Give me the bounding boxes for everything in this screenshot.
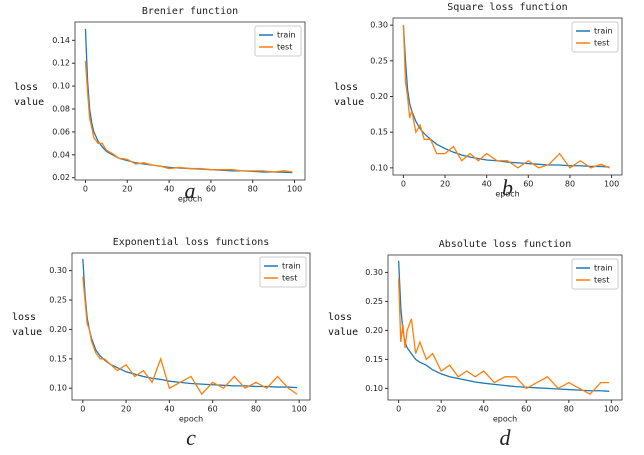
y-tick-label: 0.02 bbox=[52, 173, 70, 182]
y-tick-label: 0.30 bbox=[49, 266, 67, 275]
legend-label: train bbox=[277, 31, 296, 40]
y-axis-label: loss value bbox=[334, 82, 365, 108]
y-tick-label: 0.15 bbox=[370, 128, 388, 137]
x-axis-label: epoch bbox=[493, 415, 517, 424]
axes-frame bbox=[392, 17, 623, 176]
caption: c bbox=[186, 425, 196, 450]
x-tick-label: 60 bbox=[208, 405, 218, 414]
x-axis-label: epoch bbox=[179, 415, 203, 424]
series-line bbox=[84, 60, 293, 173]
y-tick-label: 0.25 bbox=[370, 56, 388, 65]
series-line bbox=[397, 278, 610, 396]
y-tick-label: 0.12 bbox=[52, 59, 70, 68]
series-line bbox=[82, 276, 298, 396]
x-tick-label: 100 bbox=[292, 405, 307, 414]
x-tick-label: 0 bbox=[396, 405, 401, 414]
series-line bbox=[82, 258, 298, 389]
chart-title: Absolute loss function bbox=[439, 239, 571, 250]
y-tick-label: 0.10 bbox=[365, 384, 383, 393]
axes-frame bbox=[74, 21, 306, 181]
x-tick-label: 100 bbox=[287, 185, 302, 194]
y-tick-label: 0.10 bbox=[49, 384, 67, 393]
x-tick-label: 40 bbox=[479, 405, 489, 414]
caption: b bbox=[502, 175, 513, 200]
caption: a bbox=[185, 178, 196, 203]
y-axis-label: loss value bbox=[328, 312, 359, 338]
x-tick-label: 100 bbox=[604, 180, 619, 189]
axes-frame bbox=[387, 254, 623, 401]
x-tick-label: 40 bbox=[482, 180, 492, 189]
x-tick-label: 20 bbox=[440, 180, 450, 189]
x-tick-label: 20 bbox=[121, 405, 131, 414]
y-tick-label: 0.20 bbox=[365, 326, 383, 335]
y-tick-label: 0.20 bbox=[370, 92, 388, 101]
y-tick-label: 0.30 bbox=[365, 268, 383, 277]
y-tick-label: 0.15 bbox=[49, 354, 67, 363]
legend-label: test bbox=[594, 276, 609, 285]
x-tick-label: 80 bbox=[565, 180, 575, 189]
x-axis-label: epoch bbox=[495, 190, 519, 199]
x-tick-label: 100 bbox=[604, 405, 619, 414]
legend-label: train bbox=[594, 27, 613, 36]
y-tick-label: 0.14 bbox=[52, 36, 70, 45]
x-tick-label: 80 bbox=[248, 185, 258, 194]
chart-title: Square loss function bbox=[447, 2, 567, 13]
x-tick-label: 40 bbox=[164, 185, 174, 194]
x-tick-label: 60 bbox=[523, 180, 533, 189]
legend-label: train bbox=[282, 262, 301, 271]
y-tick-label: 0.06 bbox=[52, 127, 70, 136]
y-tick-label: 0.25 bbox=[49, 296, 67, 305]
series-line bbox=[397, 260, 610, 392]
y-tick-label: 0.30 bbox=[370, 21, 388, 30]
legend-label: test bbox=[594, 39, 609, 48]
legend-box bbox=[571, 21, 619, 53]
x-tick-label: 60 bbox=[206, 185, 216, 194]
y-tick-label: 0.15 bbox=[365, 355, 383, 364]
x-tick-label: 20 bbox=[122, 185, 132, 194]
y-axis-label: loss value bbox=[12, 312, 43, 338]
legend-label: train bbox=[594, 264, 613, 273]
x-axis-label: epoch bbox=[178, 195, 202, 204]
series-line bbox=[402, 25, 610, 169]
y-tick-label: 0.10 bbox=[370, 163, 388, 172]
legend-label: test bbox=[277, 43, 292, 52]
y-tick-label: 0.04 bbox=[52, 150, 70, 159]
x-tick-label: 0 bbox=[401, 180, 406, 189]
x-tick-label: 20 bbox=[436, 405, 446, 414]
legend-box bbox=[259, 256, 307, 288]
y-axis-label: loss value bbox=[14, 82, 45, 108]
y-tick-label: 0.20 bbox=[49, 325, 67, 334]
x-tick-label: 0 bbox=[80, 405, 85, 414]
chart-title: Exponential loss functions bbox=[113, 237, 270, 248]
y-tick-label: 0.08 bbox=[52, 105, 70, 114]
chart-title: Brenier function bbox=[142, 6, 238, 17]
x-tick-label: 80 bbox=[251, 405, 261, 414]
x-tick-label: 60 bbox=[521, 405, 531, 414]
x-tick-label: 40 bbox=[164, 405, 174, 414]
y-tick-label: 0.10 bbox=[52, 82, 70, 91]
caption: d bbox=[500, 425, 512, 450]
y-tick-label: 0.25 bbox=[365, 297, 383, 306]
legend-label: test bbox=[282, 274, 297, 283]
legend-box bbox=[571, 258, 619, 290]
x-tick-label: 0 bbox=[83, 185, 88, 194]
x-tick-label: 80 bbox=[564, 405, 574, 414]
axes-frame bbox=[71, 252, 311, 401]
legend-box bbox=[254, 25, 302, 57]
